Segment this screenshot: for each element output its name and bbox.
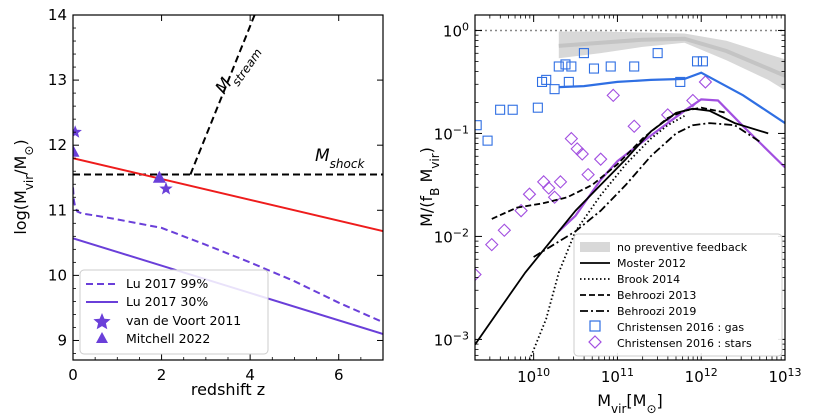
- right-x-tick-label: 1013: [768, 366, 801, 387]
- right-series-line-5: [533, 122, 761, 258]
- left-y-tick-label: 9: [57, 331, 67, 349]
- left-y-tick-label: 13: [48, 71, 67, 89]
- shock-mass-annotation: Mshock: [315, 146, 365, 171]
- right-x-axis-label: Mvir[M⊙]: [597, 391, 663, 416]
- gas-square-marker: [675, 76, 686, 87]
- left-triangle-marker: [152, 170, 166, 183]
- no-feedback-band-center: [558, 36, 785, 78]
- left-x-tick-label: 6: [334, 366, 344, 384]
- stars-diamond-marker: [536, 175, 551, 189]
- stars-diamond-marker: [686, 93, 700, 108]
- gas-square-marker: [475, 120, 482, 131]
- legend-swatch-triangle-icon: [96, 332, 108, 343]
- gas-square-marker: [566, 61, 577, 72]
- right-series-line-0: [558, 71, 785, 125]
- gas-square-marker: [495, 104, 506, 115]
- legend-label-behroozi13: Behroozi 2013: [617, 289, 696, 302]
- right-y-axis-label: M/(fB Mvir): [417, 147, 442, 227]
- right-series-line-4: [491, 106, 727, 220]
- gas-square-marker: [697, 56, 708, 67]
- stars-diamond-marker: [606, 88, 621, 103]
- stream-mass-annotation: Mstream: [212, 40, 265, 101]
- right-panel: 1010 1011 1012 1013 10−3 10−2 10−1 100 M/(fB Mv…: [417, 14, 802, 416]
- legend-label-brook: Brook 2014: [617, 273, 680, 286]
- left-x-tick-label: 0: [68, 366, 78, 384]
- legend-label-behroozi19: Behroozi 2019: [617, 305, 696, 318]
- no-feedback-band: [558, 31, 785, 91]
- stars-diamond-marker: [593, 152, 608, 166]
- left-x-tick-label: 2: [157, 366, 167, 384]
- stars-diamond-marker: [698, 75, 713, 89]
- gas-square-marker: [578, 48, 589, 59]
- stars-diamond-marker: [484, 237, 499, 252]
- legend-label-mitchell: Mitchell 2022: [126, 331, 210, 346]
- stars-diamond-marker: [553, 175, 568, 189]
- left-y-tick-label: 12: [48, 136, 67, 154]
- left-y-tick-label: 11: [48, 201, 67, 219]
- gas-square-marker: [605, 61, 616, 72]
- left-x-tick-label: 4: [245, 366, 255, 384]
- legend-swatch-band: [580, 242, 610, 252]
- legend-label-lu99: Lu 2017 99%: [126, 276, 208, 291]
- gas-square-marker: [629, 61, 640, 72]
- stars-diamond-marker: [564, 131, 579, 146]
- legend-label-band: no preventive feedback: [617, 241, 748, 254]
- legend-swatch-square-icon: [589, 320, 601, 332]
- stars-diamond-marker: [660, 108, 675, 122]
- right-x-tick-label: 1012: [685, 366, 718, 387]
- right-y-tick-label: 10−3: [434, 329, 469, 350]
- stars-diamond-marker: [547, 190, 562, 205]
- gas-square-marker: [560, 59, 571, 70]
- left-star-marker: [73, 125, 82, 138]
- legend-swatch-diamond-icon: [588, 335, 602, 349]
- left-triangle-marker: [73, 144, 80, 157]
- right-x-tick-label: 1010: [517, 366, 550, 387]
- legend-label-gas: Christensen 2016 : gas: [617, 321, 744, 334]
- right-series-line-2: [475, 107, 769, 346]
- gas-square-marker: [549, 84, 560, 95]
- gas-square-marker: [691, 56, 703, 67]
- left-star-marker: [159, 181, 173, 195]
- legend-label-stars: Christensen 2016 : stars: [617, 337, 752, 350]
- gas-square-marker: [482, 135, 493, 146]
- right-legend-box: [573, 233, 783, 357]
- stars-diamond-marker: [497, 223, 512, 238]
- right-x-tick-label: 1011: [601, 366, 634, 387]
- left-legend-box: [79, 269, 269, 355]
- gas-square-marker: [541, 74, 552, 85]
- legend-label-moster: Moster 2012: [617, 257, 686, 270]
- right-legend: no preventive feedback Moster 2012 Brook…: [573, 233, 783, 357]
- left-y-tick-label: 10: [48, 266, 67, 284]
- stars-diamond-marker: [522, 187, 537, 201]
- left-x-axis-label: redshift z: [191, 380, 265, 399]
- gas-square-marker: [588, 63, 600, 74]
- stars-diamond-marker: [514, 203, 528, 218]
- right-y-tick-label: 10−2: [434, 226, 469, 247]
- left-series-line-3: [73, 187, 383, 324]
- legend-swatch-star-icon: [93, 313, 111, 330]
- left-series-line-2: [73, 157, 383, 233]
- right-series-line-3: [528, 115, 685, 360]
- gas-square-marker: [652, 48, 663, 59]
- stars-diamond-marker: [581, 167, 595, 182]
- stars-diamond-marker: [627, 119, 641, 134]
- gas-square-marker: [507, 104, 518, 115]
- stars-diamond-marker: [475, 267, 482, 282]
- gas-square-marker: [563, 76, 574, 87]
- stars-diamond-marker: [575, 147, 590, 161]
- legend-label-lu30: Lu 2017 30%: [126, 294, 208, 309]
- right-series-line-1: [558, 98, 785, 233]
- legend-label-vandevoort: van de Voort 2011: [126, 313, 241, 328]
- stars-diamond-marker: [541, 181, 556, 195]
- left-legend: Lu 2017 99% Lu 2017 30% van de Voort 201…: [79, 269, 269, 355]
- left-y-axis-label: log(Mvir/M⊙): [11, 139, 36, 234]
- right-y-tick-label: 100: [443, 20, 469, 41]
- gas-square-marker: [532, 102, 543, 113]
- gas-square-marker: [553, 61, 564, 72]
- right-y-tick-label: 10−1: [434, 123, 469, 144]
- left-y-tick-label: 14: [48, 6, 67, 24]
- left-series-line-1: [189, 15, 256, 175]
